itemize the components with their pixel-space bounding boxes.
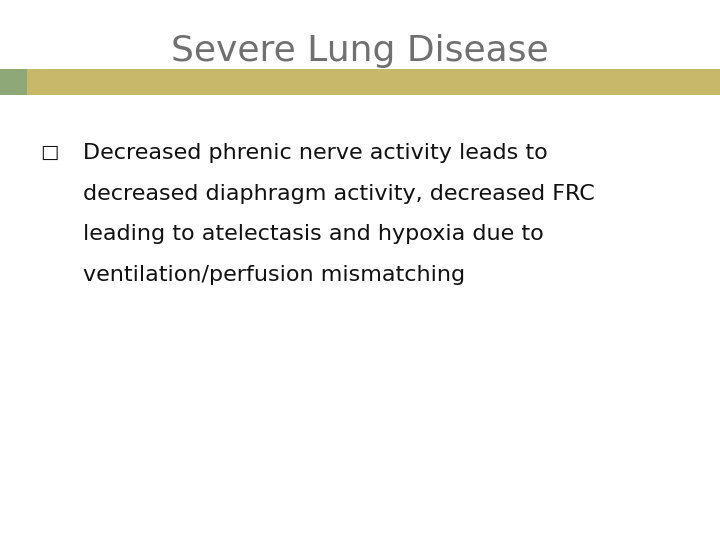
Text: decreased diaphragm activity, decreased FRC: decreased diaphragm activity, decreased … <box>83 184 595 204</box>
Bar <box>0 69 27 94</box>
Text: leading to atelectasis and hypoxia due to: leading to atelectasis and hypoxia due t… <box>83 224 544 244</box>
Text: Severe Lung Disease: Severe Lung Disease <box>171 35 549 68</box>
Text: Decreased phrenic nerve activity leads to: Decreased phrenic nerve activity leads t… <box>83 143 547 163</box>
Text: □: □ <box>40 143 58 162</box>
Text: ventilation/perfusion mismatching: ventilation/perfusion mismatching <box>83 265 465 285</box>
Bar <box>27 69 720 94</box>
